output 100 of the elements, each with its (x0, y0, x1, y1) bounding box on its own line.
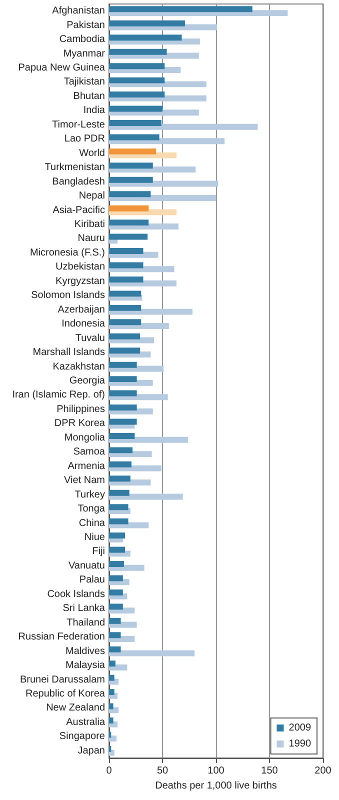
y-tick-label: Palau (79, 574, 105, 586)
bar (109, 92, 165, 98)
y-tick-label: Republic of Korea (26, 688, 106, 700)
y-tick-label: Pakistan (66, 20, 105, 31)
y-tick-label: Singapore (59, 731, 106, 742)
y-tick-label: Maldives (66, 646, 105, 657)
y-tick-label: Samoa (73, 446, 106, 458)
x-tick-label: 200 (314, 766, 332, 776)
bar (109, 660, 116, 667)
bar (109, 604, 123, 610)
bar (109, 618, 121, 624)
x-tick-label: 50 (156, 766, 168, 776)
bar (109, 718, 114, 724)
y-tick-label: Kiribati (74, 219, 105, 230)
bar (109, 432, 135, 439)
y-tick-label: Philippines (56, 404, 105, 415)
bar (109, 674, 114, 681)
y-tick-label: Fiji (92, 546, 105, 558)
y-tick-label: Tonga (78, 504, 106, 515)
y-tick-label: World (79, 148, 105, 159)
y-tick-label: Niue (84, 532, 106, 543)
bar (109, 736, 116, 742)
y-tick-label: Marshall Islands (32, 347, 105, 358)
y-tick-label: Thailand (66, 617, 105, 628)
y-tick-label: Solomon Islands (31, 290, 105, 302)
y-tick-label: Australia (66, 716, 106, 728)
y-tick-label: India (83, 105, 106, 116)
bar (109, 632, 121, 638)
bar (109, 575, 123, 582)
bar (109, 646, 121, 652)
bar (109, 461, 132, 468)
y-tick-label: Armenia (68, 460, 106, 472)
y-tick-label: Malaysia (66, 660, 106, 672)
bar (109, 234, 148, 240)
y-tick-label: Asia-Pacific (52, 204, 105, 216)
y-tick-label: Cambodia (59, 34, 106, 46)
y-tick-label: Georgia (69, 376, 106, 386)
y-tick-label: Papua New Guinea (18, 62, 106, 74)
y-tick-label: Brunei Darussalam (20, 674, 105, 686)
bar (109, 418, 137, 425)
bar (109, 134, 160, 140)
bar (109, 532, 126, 539)
bar (109, 63, 165, 70)
x-axis-title: Deaths per 1,000 live births (155, 780, 277, 792)
bar (109, 362, 137, 368)
y-tick-label: Myanmar (63, 48, 106, 60)
y-tick-label: Japan (78, 745, 105, 756)
bar (109, 404, 137, 410)
bar (109, 589, 123, 596)
bar (109, 333, 140, 340)
y-tick-label: Sri Lanka (62, 603, 106, 614)
y-tick-label: Kyrgyzstan (56, 276, 105, 287)
bar (109, 561, 124, 567)
y-tick-label: Uzbekistan (56, 262, 105, 273)
y-tick-label: Micronesia (F.S.) (30, 247, 105, 258)
bar (109, 148, 156, 154)
y-tick-label: Tuvalu (75, 332, 105, 344)
y-tick-label: Bhutan (73, 90, 105, 102)
bar (109, 304, 142, 311)
y-tick-label: Kazakhstan (52, 361, 105, 372)
y-tick-label: Turkey (74, 489, 105, 500)
y-tick-label: Lao PDR (64, 134, 105, 145)
y-tick-label: Mongolia (64, 432, 106, 444)
y-tick-label: Indonesia (62, 318, 106, 330)
y-tick-label: Russian Federation (18, 632, 105, 643)
x-tick-label: 150 (261, 766, 278, 776)
y-tick-label: New Zealand (46, 702, 105, 714)
bar (109, 319, 142, 326)
bar (109, 6, 252, 12)
bar (109, 176, 153, 183)
bar (109, 248, 144, 254)
bar (109, 162, 153, 169)
bar (109, 20, 185, 26)
bar (109, 390, 137, 396)
bar (109, 447, 133, 454)
x-tick-label: 0 (106, 766, 112, 776)
bar (109, 376, 137, 382)
bar (109, 262, 144, 268)
y-tick-label: Afghanistan (52, 6, 105, 17)
bar (109, 476, 130, 482)
bar (109, 518, 128, 524)
bar (109, 48, 167, 55)
bar (109, 504, 128, 510)
bar (109, 34, 182, 41)
bar (109, 689, 114, 696)
y-tick-label: Viet Nam (64, 475, 105, 486)
bar (109, 191, 151, 198)
y-tick-label: DPR Korea (54, 418, 106, 430)
y-tick-label: Timor-Leste (52, 119, 106, 130)
legend-label: 1990 (288, 738, 312, 750)
y-tick-label: Turkmenistan (44, 162, 105, 174)
bar (109, 276, 144, 282)
y-tick-label: Nepal (78, 190, 105, 202)
y-tick-label: China (78, 518, 106, 529)
bar (109, 77, 165, 84)
bar (109, 348, 140, 354)
bar (109, 220, 149, 226)
x-tick-label: 100 (208, 766, 225, 776)
y-tick-label: Azerbaijan (58, 304, 105, 316)
bar (109, 546, 126, 553)
